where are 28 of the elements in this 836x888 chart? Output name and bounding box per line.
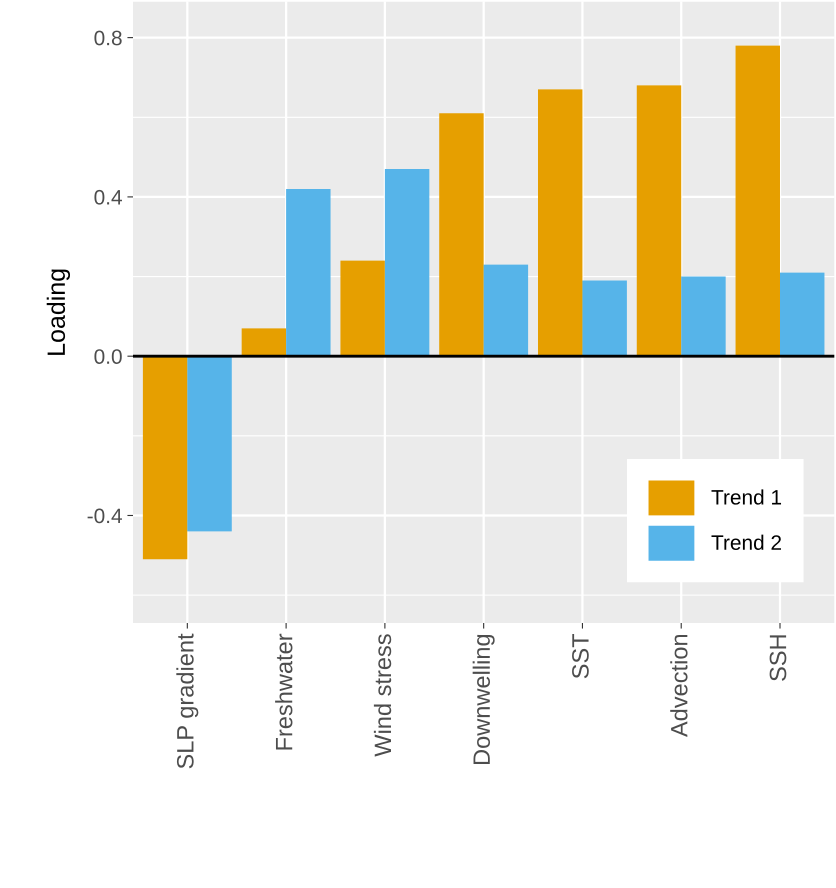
bar [439, 113, 484, 356]
legend-label: Trend 1 [712, 489, 782, 505]
bar [187, 356, 232, 532]
bar [142, 356, 188, 560]
x-tick-label: Freshwater [275, 634, 292, 750]
x-tick-label: Wind stress [374, 634, 392, 757]
x-tick-label: SST [572, 634, 589, 678]
legend-label: Trend 2 [712, 534, 781, 550]
y-tick-label: -0.4 [88, 508, 122, 524]
bar [286, 188, 331, 356]
y-tick-label: 0.8 [94, 30, 122, 46]
bar [780, 272, 824, 356]
bar [384, 169, 430, 356]
bar [242, 328, 286, 356]
bar [582, 280, 627, 356]
bar [340, 260, 385, 356]
bar [538, 89, 582, 356]
bar [681, 276, 726, 356]
x-tick-label: SSH [770, 635, 786, 681]
bar [636, 85, 682, 356]
x-tick-label: SLP gradient [176, 634, 198, 768]
y-axis-title: Loading [46, 270, 70, 355]
y-tick-label: 0.0 [94, 349, 122, 364]
x-tick-label: Downwelling [472, 634, 495, 764]
bar [484, 264, 528, 356]
x-tick-label: Advection [670, 634, 688, 738]
y-tick-label: 0.4 [94, 190, 122, 205]
bar [736, 46, 780, 356]
